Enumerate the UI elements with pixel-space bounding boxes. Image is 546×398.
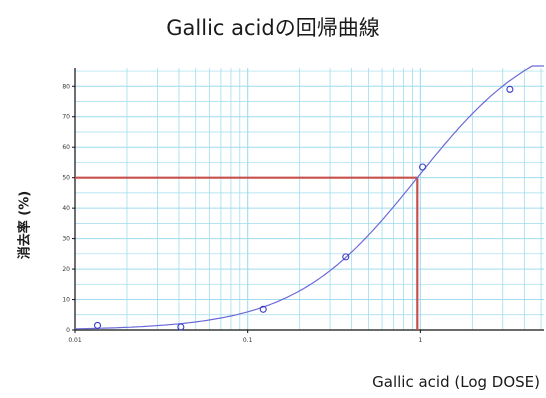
data-point: [177, 323, 185, 331]
data-point: [342, 253, 350, 261]
x-tick-label: 0.1: [243, 337, 253, 344]
data-point: [259, 305, 267, 313]
x-axis-label: Gallic acid (Log DOSE): [372, 373, 540, 391]
data-point: [93, 321, 102, 329]
y-tick-label: 10: [62, 297, 70, 304]
grid: [74, 68, 544, 330]
x-tick-label: 1: [418, 337, 422, 344]
reference-lines: [75, 176, 419, 330]
y-tick-label: 80: [62, 83, 70, 90]
data-point: [506, 85, 514, 93]
y-tick-label: 60: [62, 144, 70, 151]
axes: [72, 68, 544, 333]
y-tick-label: 0: [66, 327, 70, 334]
x-tick-label: 0.01: [68, 337, 82, 344]
y-tick-label: 40: [62, 205, 70, 212]
y-tick-label: 30: [62, 236, 70, 243]
data-points: [93, 85, 514, 331]
y-tick-label: 20: [62, 266, 70, 273]
y-tick-label: 70: [62, 114, 70, 121]
y-tick-label: 50: [62, 175, 70, 182]
tick-labels: 0 10 20 30 40 50 60 70 80 0.01 0.1 1: [62, 83, 422, 344]
chart-title: Gallic acidの回帰曲線: [166, 16, 380, 40]
fit-curve: [75, 65, 544, 330]
data-point: [419, 163, 427, 171]
fit-curve-layer: [75, 65, 544, 330]
